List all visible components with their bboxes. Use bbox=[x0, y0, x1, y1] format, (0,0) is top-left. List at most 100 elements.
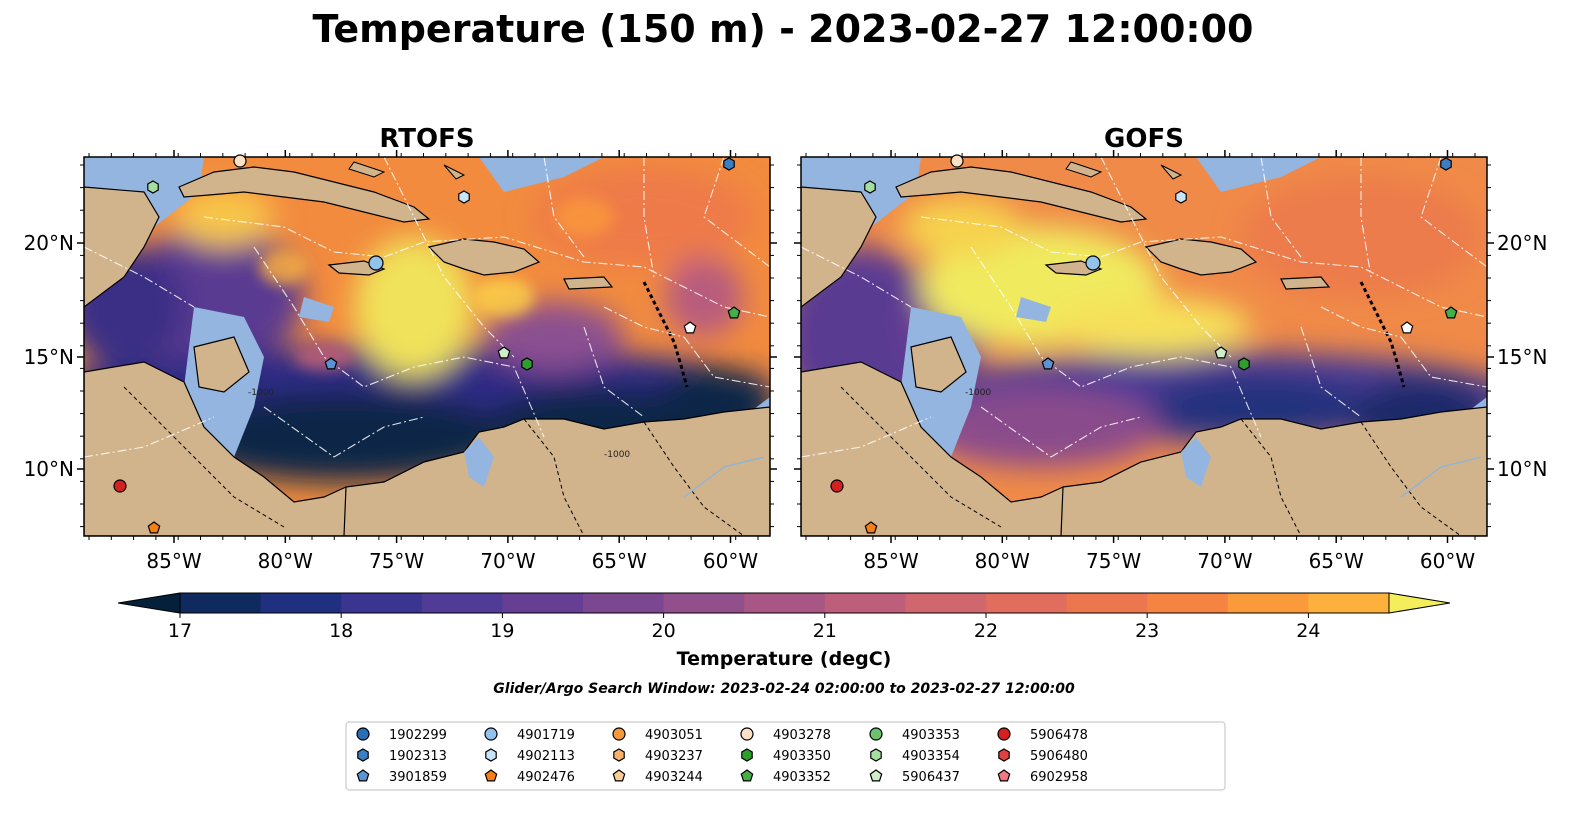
legend-item: 4903350 bbox=[741, 748, 831, 764]
legend-marker-icon bbox=[485, 748, 497, 762]
lat-tick-label: 15°N bbox=[1497, 345, 1547, 369]
legend-marker-icon bbox=[997, 727, 1011, 741]
lon-tick-label: 70°W bbox=[480, 549, 535, 573]
panel-title-rtofs: RTOFS bbox=[379, 124, 474, 154]
colorbar-tick-label: 20 bbox=[652, 620, 676, 642]
legend-marker-icon bbox=[869, 727, 883, 741]
contour-label: -1000 bbox=[965, 388, 991, 398]
legend-marker-icon bbox=[740, 727, 754, 741]
float-marker-icon bbox=[113, 479, 127, 493]
legend-item: 4902476 bbox=[484, 769, 575, 785]
legend-item-label: 4902113 bbox=[517, 749, 575, 764]
legend-item-label: 4903237 bbox=[645, 749, 703, 764]
lon-tick-label: 60°W bbox=[1420, 549, 1475, 573]
colorbar-tick-label: 22 bbox=[974, 620, 998, 642]
lon-tick-label: 80°W bbox=[258, 549, 313, 573]
colorbar-tick-label: 21 bbox=[813, 620, 837, 642]
lat-tick-label: 15°N bbox=[24, 345, 74, 369]
legend-item: 4903278 bbox=[740, 727, 831, 743]
legend-marker-icon bbox=[484, 769, 498, 782]
legend-item: 4903354 bbox=[870, 748, 960, 764]
float-marker-icon bbox=[233, 154, 247, 168]
float-marker-icon bbox=[830, 479, 844, 493]
contour-label: -1000 bbox=[604, 450, 630, 460]
axis-ticks: 85°W 80°W 75°W 70°W 65°W 60°W 20°N 15°N 10°N 85°W… bbox=[24, 150, 1547, 573]
lat-tick-label: 10°N bbox=[24, 457, 74, 481]
legend-marker-icon bbox=[612, 769, 626, 782]
legend-item-label: 4901719 bbox=[517, 728, 575, 743]
legend-marker-icon bbox=[869, 769, 883, 782]
float-marker-icon bbox=[864, 521, 878, 534]
legend-item: 5906480 bbox=[998, 748, 1088, 764]
lon-tick-label: 80°W bbox=[975, 549, 1030, 573]
lon-tick-label: 85°W bbox=[863, 549, 918, 573]
colorbar-tick-label: 19 bbox=[490, 620, 514, 642]
legend-marker-icon bbox=[997, 769, 1011, 782]
legend-item-label: 5906480 bbox=[1030, 749, 1088, 764]
legend-item-label: 4903354 bbox=[902, 749, 960, 764]
search-window-text: Glider/Argo Search Window: 2023-02-24 02… bbox=[493, 681, 1075, 697]
float-marker-icon bbox=[723, 157, 735, 171]
float-marker-icon bbox=[683, 321, 697, 334]
legend-marker-icon bbox=[613, 748, 625, 762]
float-marker-icon bbox=[1214, 346, 1228, 359]
colorbar-tick-label: 24 bbox=[1296, 620, 1320, 642]
legend-marker-icon bbox=[870, 748, 882, 762]
float-marker-icon bbox=[864, 180, 876, 194]
legend-item-label: 4903353 bbox=[902, 728, 960, 743]
legend-item: 1902299 bbox=[356, 727, 447, 743]
legend-marker-icon bbox=[998, 748, 1010, 762]
figure-title: Temperature (150 m) - 2023-02-27 12:00:0… bbox=[312, 7, 1253, 51]
legend-item-label: 4903352 bbox=[773, 770, 831, 785]
legend-item: 3901859 bbox=[356, 769, 447, 785]
lon-tick-label: 75°W bbox=[1086, 549, 1141, 573]
colorbar-label: Temperature (degC) bbox=[677, 648, 892, 670]
lat-tick-label: 20°N bbox=[24, 231, 74, 255]
float-marker-icon bbox=[1400, 321, 1414, 334]
colorbar: 17 18 19 20 21 22 23 24 Temperature (degC) bbox=[117, 592, 1451, 670]
float-marker-icon bbox=[1238, 357, 1250, 371]
legend-item: 4903051 bbox=[612, 727, 703, 743]
legend-marker-icon bbox=[740, 769, 754, 782]
lon-tick-label: 65°W bbox=[592, 549, 647, 573]
legend-item: 5906437 bbox=[869, 769, 960, 785]
legend-item: 4903352 bbox=[740, 769, 831, 785]
legend-marker-icon bbox=[612, 727, 626, 741]
legend-item: 4903353 bbox=[869, 727, 960, 743]
float-marker-icon bbox=[1041, 357, 1055, 370]
map-panel-gofs: -1000 bbox=[801, 157, 1487, 536]
lon-tick-label: 75°W bbox=[369, 549, 424, 573]
float-marker-icon bbox=[497, 346, 511, 359]
float-marker-icon bbox=[1444, 306, 1458, 319]
float-marker-icon bbox=[1085, 255, 1101, 271]
lat-tick-label: 20°N bbox=[1497, 231, 1547, 255]
legend-item: 6902958 bbox=[997, 769, 1088, 785]
map-panel-rtofs: -1000 -1000 bbox=[84, 157, 770, 536]
legend-marker-icon bbox=[356, 727, 370, 741]
panel-title-gofs: GOFS bbox=[1104, 124, 1184, 154]
lat-tick-label: 10°N bbox=[1497, 457, 1547, 481]
float-marker-icon bbox=[147, 521, 161, 534]
lon-tick-label: 85°W bbox=[146, 549, 201, 573]
float-marker-icon bbox=[368, 255, 384, 271]
lon-tick-label: 70°W bbox=[1197, 549, 1252, 573]
legend-item: 1902313 bbox=[357, 748, 447, 764]
float-marker-icon bbox=[147, 180, 159, 194]
colorbar-tick-label: 18 bbox=[329, 620, 353, 642]
legend-item: 4902113 bbox=[485, 748, 575, 764]
float-marker-icon bbox=[1175, 190, 1187, 204]
legend-marker-icon bbox=[357, 748, 369, 762]
legend-item-label: 4903244 bbox=[645, 770, 703, 785]
legend-item-label: 4903051 bbox=[645, 728, 703, 743]
legend-item: 5906478 bbox=[997, 727, 1088, 743]
legend-item: 4903237 bbox=[613, 748, 703, 764]
float-marker-icon bbox=[950, 154, 964, 168]
float-markers bbox=[113, 154, 1458, 534]
float-marker-icon bbox=[521, 357, 533, 371]
legend-item-label: 3901859 bbox=[389, 770, 447, 785]
colorbar-max-extension bbox=[1388, 592, 1451, 614]
legend-marker-icon bbox=[741, 748, 753, 762]
legend-item: 4903244 bbox=[612, 769, 703, 785]
legend-item-label: 1902313 bbox=[389, 749, 447, 764]
lon-tick-label: 60°W bbox=[703, 549, 758, 573]
